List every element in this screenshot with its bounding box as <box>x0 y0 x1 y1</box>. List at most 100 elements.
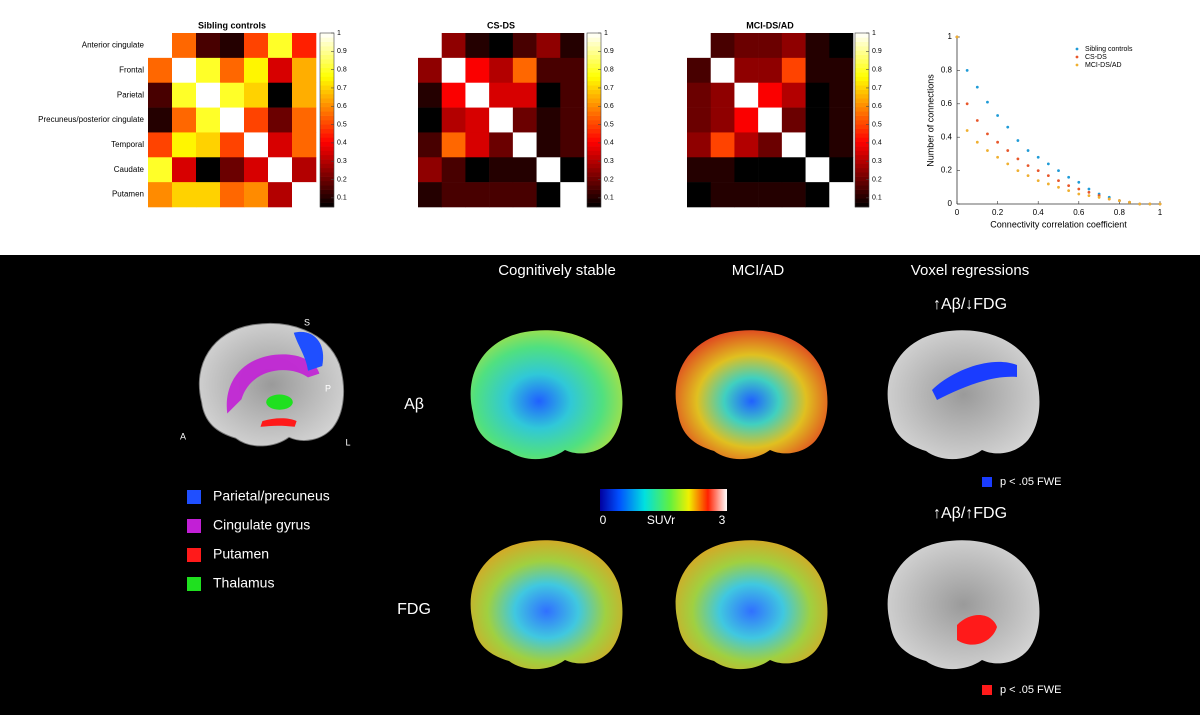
colorbar-tick-label: 0.4 <box>337 140 347 147</box>
colorbar-segment <box>320 167 334 173</box>
heatmap-cell <box>172 157 197 183</box>
heatmap-cell <box>196 157 221 183</box>
heatmap-cell <box>805 33 830 59</box>
colorbar-tick-label: 0.4 <box>604 140 614 147</box>
colorbar-segment <box>587 137 601 143</box>
heatmap-cell <box>220 157 245 183</box>
point <box>1016 139 1020 142</box>
heatmap-cell <box>465 132 490 158</box>
colorbar-segment <box>587 163 601 169</box>
point <box>986 149 989 152</box>
heatmap-cell <box>148 182 173 208</box>
colorbar-segment <box>587 202 601 208</box>
row-header: FDG <box>397 601 431 618</box>
heatmap-cell <box>489 57 514 84</box>
heatmap-cell <box>734 182 759 208</box>
region-swatch <box>187 519 201 533</box>
colorbar-frame <box>319 32 335 208</box>
colorbar-tick-label: 0.5 <box>337 121 347 128</box>
point <box>1036 169 1040 173</box>
colorbar-segment <box>320 115 334 121</box>
colorbar-segment <box>587 176 601 182</box>
point <box>986 132 989 136</box>
colorbar-segment <box>320 63 334 69</box>
heatmap-cell <box>829 107 854 133</box>
colorbar-segment <box>320 50 334 56</box>
heatmap-cell <box>465 182 490 208</box>
heatmap-cell <box>512 157 537 183</box>
heatmap-cell <box>418 82 443 108</box>
heatmap-cell <box>687 182 712 208</box>
y-tick-label: 0 <box>948 199 953 208</box>
colorbar-segment <box>587 72 601 77</box>
heatmap-cell <box>781 82 806 108</box>
colorbar-segment <box>320 124 334 129</box>
colorbar-segment <box>587 185 601 190</box>
colorbar-segment <box>320 154 334 160</box>
colorbar-segment <box>587 172 601 177</box>
legend-marker <box>1075 55 1079 59</box>
colorbar-segment <box>587 150 601 156</box>
column-header: Cognitively stable <box>498 262 616 279</box>
heatmap-cell <box>536 107 561 133</box>
point <box>1046 182 1050 186</box>
heatmap-cell <box>148 33 173 59</box>
colorbar-tick-label: 0.7 <box>604 85 614 92</box>
colorbar-tick-label: 0.6 <box>337 103 347 110</box>
colorbar-segment <box>855 154 869 160</box>
heatmap-cell <box>220 182 245 208</box>
heatmap-cell <box>829 57 854 84</box>
colorbar-segment <box>320 93 334 99</box>
point <box>986 100 989 104</box>
colorbar-tick-label: 1 <box>604 30 608 37</box>
region-label: Cingulate gyrus <box>213 517 310 533</box>
row-label: Precuneus/posterior cingulate <box>38 115 144 124</box>
heatmap-cell <box>734 132 759 158</box>
heatmap-cell <box>172 57 197 84</box>
colorbar-segment <box>587 167 601 173</box>
colorbar-segment <box>587 37 601 42</box>
heatmap-cell <box>687 107 712 133</box>
colorbar-segment <box>320 185 334 190</box>
row-label: Putamen <box>112 190 144 199</box>
point <box>1158 202 1162 206</box>
heatmap-cell <box>781 57 806 84</box>
y-tick-label: 0.8 <box>941 66 953 75</box>
column-header: MCI/AD <box>732 262 785 279</box>
heatmap-cell <box>172 82 197 108</box>
point <box>1026 174 1030 178</box>
heatmap-cell <box>512 57 537 84</box>
heatmap-cell <box>805 132 830 158</box>
x-tick-label: 0.4 <box>1033 208 1045 217</box>
colorbar-segment <box>587 146 601 151</box>
heatmap-cell <box>268 33 293 59</box>
colorbar-segment <box>587 115 601 121</box>
colorbar-segment <box>320 128 334 134</box>
colorbar-segment <box>855 185 869 190</box>
colorbar-segment <box>587 133 601 138</box>
colorbar-segment <box>320 193 334 199</box>
colorbar-segment <box>855 198 869 203</box>
colorbar-segment <box>855 150 869 156</box>
colorbar-segment <box>320 150 334 156</box>
colorbar-tick-label: 0.4 <box>872 140 882 147</box>
colorbar-tick-label: 0.8 <box>604 66 614 73</box>
y-tick-label: 0.4 <box>941 132 953 141</box>
heatmap-cell <box>734 157 759 183</box>
heatmap-cell <box>244 107 269 133</box>
heatmap-cell <box>292 57 317 84</box>
colorbar-segment <box>855 54 869 60</box>
row-label: Parietal <box>117 90 144 99</box>
point <box>1067 184 1071 188</box>
heatmap-cell <box>805 82 830 108</box>
heatmap-cell <box>560 132 585 158</box>
region-label: Putamen <box>213 546 269 562</box>
heatmap-cell <box>292 132 317 158</box>
colorbar-segment <box>855 172 869 177</box>
colorbar-segment <box>587 46 601 51</box>
colorbar-segment <box>587 154 601 160</box>
heatmap-cell <box>441 157 466 183</box>
heatmap-cell <box>441 107 466 133</box>
colorbar-max: 3 <box>719 513 726 527</box>
colorbar-segment <box>587 124 601 129</box>
